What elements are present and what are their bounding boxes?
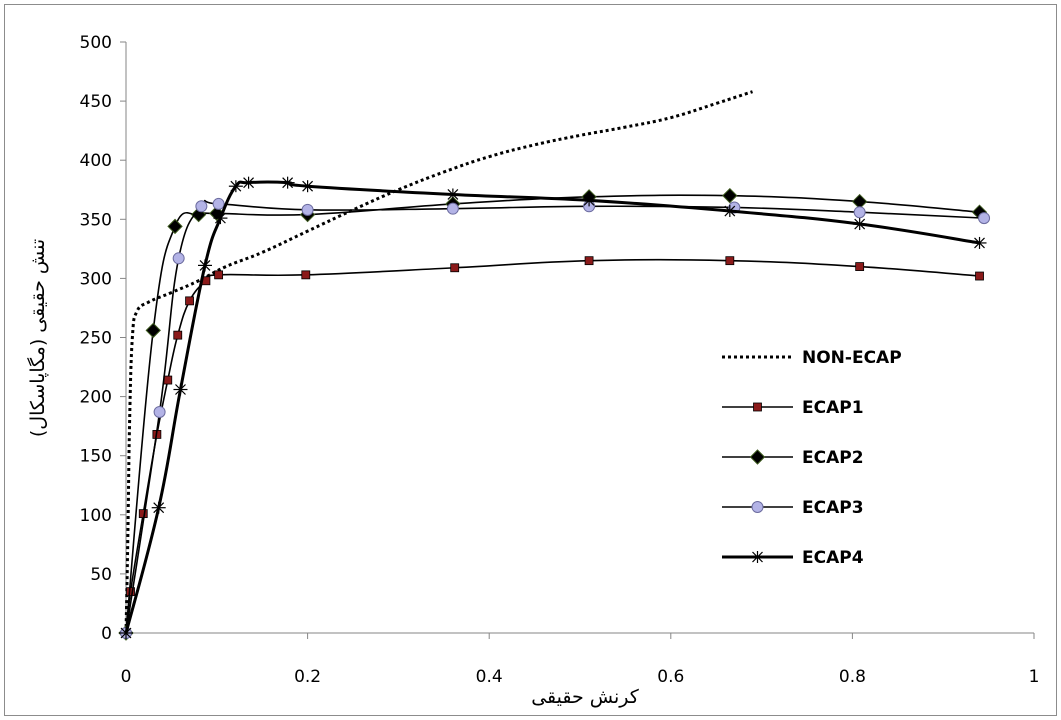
y-tick-label: 0: [101, 624, 112, 644]
data-point-diamond: [722, 187, 738, 204]
x-tick-label: 0.8: [839, 667, 866, 687]
series-layer: [118, 90, 991, 641]
y-tick-label: 450: [80, 92, 112, 112]
data-point-circle: [153, 405, 166, 418]
data-point-star: [119, 627, 133, 639]
data-point-square: [450, 263, 460, 273]
data-point-square: [163, 375, 173, 385]
series-line-ecap2: [125, 194, 980, 634]
data-point-square: [975, 271, 984, 281]
data-point-circle: [301, 203, 314, 216]
legend-label: ECAP2: [802, 448, 864, 468]
data-point-square: [753, 402, 762, 412]
data-point-circle: [751, 501, 764, 513]
legend-label: ECAP1: [802, 398, 864, 418]
data-point-square: [185, 296, 194, 306]
data-point-circle: [446, 202, 459, 215]
x-axis-title: کرنش حقیقی: [531, 686, 640, 708]
data-point-star: [173, 383, 188, 396]
x-tick-label: 1: [1029, 667, 1040, 687]
legend-item-ecap4: ECAP4: [722, 548, 864, 568]
y-tick-label: 350: [80, 210, 112, 230]
y-tick-label: 150: [80, 447, 112, 467]
legend-label: ECAP4: [802, 548, 864, 568]
data-point-star: [213, 212, 228, 225]
data-point-diamond: [145, 322, 161, 339]
data-point-square: [301, 270, 311, 280]
y-axis-title: تنش حقیقی (مگاپاسکال): [26, 239, 49, 437]
data-point-circle: [978, 212, 991, 225]
data-point-square: [214, 270, 224, 280]
data-point-star: [972, 236, 987, 249]
series-ecap3: [120, 197, 991, 639]
y-tick-label: 100: [80, 506, 112, 526]
x-tick-label: 0: [121, 667, 132, 687]
data-point-star: [241, 176, 256, 189]
legend-item-ecap3: ECAP3: [722, 498, 864, 518]
data-point-star: [151, 501, 166, 514]
x-tick-label: 0.4: [476, 667, 503, 687]
data-point-circle: [172, 252, 185, 265]
axes: 0 50 100 150 200 250 300 350 400 450 500 0 0.2 0.4 0.6…: [80, 33, 1040, 687]
y-tick-label: 500: [80, 33, 112, 53]
series-line-ecap3: [125, 199, 985, 634]
x-tick-label: 0.6: [657, 667, 684, 687]
legend-item-ecap2: ECAP2: [722, 448, 864, 468]
data-point-star: [445, 188, 460, 201]
x-tick-label: 0.2: [294, 667, 321, 687]
y-tick-label: 300: [80, 269, 112, 289]
data-point-star: [197, 259, 212, 272]
y-tick-label: 250: [80, 329, 112, 349]
data-point-circle: [853, 206, 866, 219]
data-point-circle: [195, 200, 208, 213]
data-point-diamond: [749, 449, 766, 465]
data-point-square: [584, 256, 594, 266]
data-point-star: [280, 176, 295, 189]
data-point-star: [852, 218, 867, 231]
data-point-square: [855, 262, 865, 271]
legend-label: NON-ECAP: [802, 348, 902, 368]
y-tick-label: 400: [80, 151, 112, 171]
data-point-square: [173, 330, 183, 340]
data-point-circle: [212, 197, 225, 210]
legend-label: ECAP3: [802, 498, 864, 518]
chart-frame: [4, 4, 1057, 716]
data-point-star: [582, 194, 597, 207]
y-tick-label: 200: [80, 388, 112, 408]
series-line-ecap1: [125, 258, 980, 634]
data-point-star: [722, 205, 737, 218]
data-point-star: [228, 180, 243, 193]
data-point-square: [725, 256, 735, 266]
data-point-diamond: [167, 218, 183, 235]
series-ecap1: [121, 256, 984, 638]
series-line-non-ecap: [124, 90, 753, 634]
legend-item-non-ecap: NON-ECAP: [722, 348, 902, 368]
series-ecap4: [119, 176, 987, 639]
data-point-star: [750, 551, 765, 563]
series-non-ecap: [124, 90, 753, 634]
data-point-star: [300, 180, 315, 193]
legend: NON-ECAP ECAP1 ECAP2 ECAP3 ECAP4: [722, 348, 902, 568]
y-tick-label: 50: [90, 565, 112, 585]
legend-item-ecap1: ECAP1: [722, 398, 864, 418]
